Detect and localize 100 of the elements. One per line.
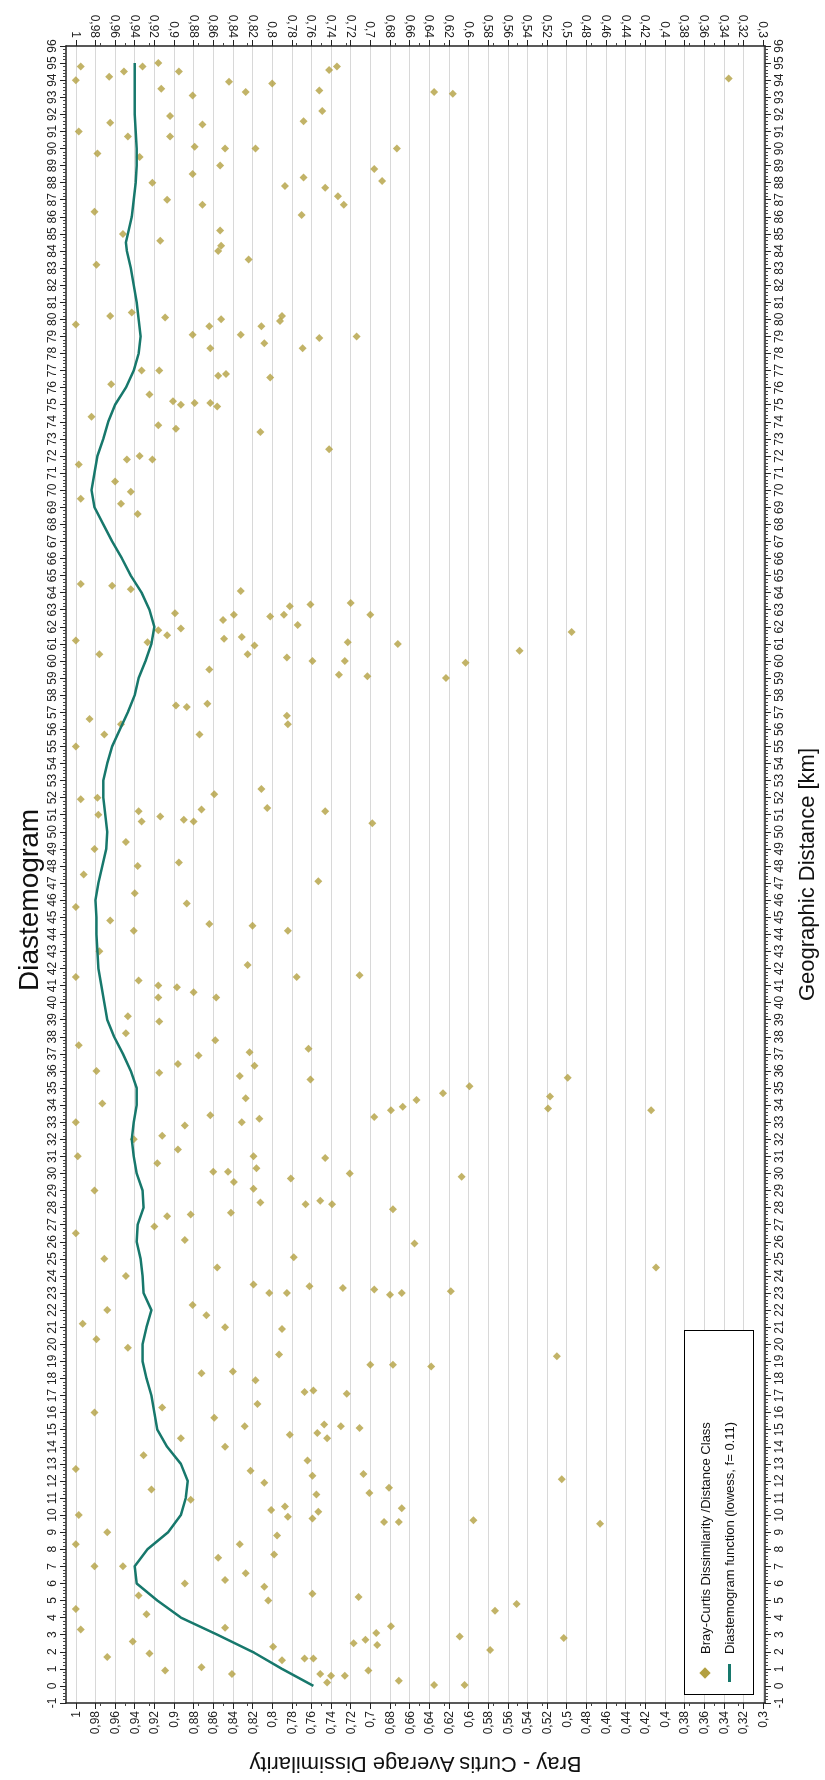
x2-tick-label: 0,3 [756, 21, 771, 39]
x-tick-label: 0,74 [324, 1710, 339, 1735]
y2-tick-label: 5 [772, 1596, 786, 1604]
y-tick-label: 92 [45, 107, 59, 122]
y-tick-label: 50 [45, 824, 59, 839]
y2-tick-label: 37 [772, 1046, 786, 1061]
y-tick-label: 14 [45, 1439, 59, 1454]
x2-tick-label: 0,66 [402, 14, 417, 39]
x2-tick-label: 0,58 [481, 14, 496, 39]
x-tick-label: 0,66 [402, 1710, 417, 1735]
y-tick-label: 23 [45, 1286, 59, 1300]
x-tick-label: 0,38 [677, 1710, 692, 1735]
y2-tick-label: 19 [772, 1354, 786, 1369]
x-tick-label: 0,8 [265, 1710, 280, 1728]
y-tick-label: 80 [45, 312, 59, 326]
y2-tick-label: 55 [772, 739, 786, 754]
y2-tick-label: 25 [772, 1251, 786, 1266]
y2-tick-label: 26 [772, 1234, 786, 1249]
y2-tick-label: 7 [772, 1562, 786, 1570]
y2-tick-label: 21 [772, 1320, 786, 1334]
x2-tick-label: 0,94 [127, 14, 142, 39]
y-tick-label: 34 [45, 1098, 59, 1112]
y-tick-label: 69 [45, 500, 59, 514]
y2-tick-label: 35 [772, 1081, 786, 1095]
x-tick-label: 0,46 [598, 1710, 613, 1735]
y-tick-label: 2 [45, 1648, 59, 1656]
x2-tick-label: 0,52 [540, 14, 555, 39]
y2-tick-label: 84 [772, 244, 786, 258]
y-tick-label: 32 [45, 1132, 59, 1146]
x-tick-label: 0,6 [461, 1710, 476, 1728]
x2-tick-label: 0,9 [166, 21, 181, 39]
x-tick-label: 0,34 [716, 1710, 731, 1735]
y2-tick-label: 10 [772, 1508, 786, 1522]
y2-tick-label: 85 [772, 226, 786, 241]
y-tick-label: 59 [45, 671, 59, 685]
y2-tick-label: 69 [772, 500, 786, 514]
y2-tick-label: 72 [772, 448, 786, 463]
y-tick-label: 22 [45, 1303, 59, 1317]
y2-tick-label: 81 [772, 295, 786, 309]
y-tick-label: 91 [45, 124, 59, 139]
y2-tick-label: 20 [772, 1337, 786, 1351]
x2-tick-label: 0,4 [657, 21, 672, 39]
y2-tick-label: 94 [772, 73, 786, 87]
x-tick-label: 0,94 [127, 1710, 142, 1735]
x2-tick-label: 0,86 [206, 14, 221, 39]
x2-tick-label: 0,8 [265, 21, 280, 39]
y2-tick-label: 95 [772, 56, 786, 70]
y2-tick-label: 38 [772, 1029, 786, 1044]
y-tick-label: 52 [45, 790, 59, 805]
y-tick-label: 15 [45, 1422, 59, 1437]
y2-tick-label: 32 [772, 1132, 786, 1146]
y2-tick-label: 14 [772, 1439, 786, 1454]
y-tick-label: 9 [45, 1528, 59, 1536]
y2-tick-label: 28 [772, 1200, 786, 1215]
x-tick-label: 0,82 [245, 1710, 260, 1735]
y2-tick-label: 71 [772, 466, 786, 480]
y-tick-label: 5 [45, 1596, 59, 1604]
y-tick-label: 56 [45, 722, 59, 736]
x-tick-label: 0,92 [147, 1710, 162, 1735]
y-tick-label: 65 [45, 568, 59, 583]
x2-tick-label: 0,72 [343, 14, 358, 39]
y2-tick-label: 92 [772, 107, 786, 122]
x-tick-label: 0,58 [481, 1710, 496, 1735]
x2-tick-label: 0,84 [225, 14, 240, 39]
y2-tick-label: 86 [772, 209, 786, 224]
y2-tick-label: 63 [772, 602, 786, 617]
x-tick-label: 0,56 [500, 1710, 515, 1735]
y2-tick-label: 16 [772, 1405, 786, 1420]
y2-tick-label: 56 [772, 722, 786, 736]
x2-tick-label: 0,54 [520, 14, 535, 39]
y-tick-label: 86 [45, 209, 59, 224]
y-tick-label: 60 [45, 653, 59, 668]
y2-tick-label: 36 [772, 1063, 786, 1078]
y2-tick-label: 39 [772, 1012, 786, 1027]
y2-tick-label: 75 [772, 397, 786, 412]
y-tick-label: 1 [45, 1665, 59, 1673]
x-tick-label: 0,48 [579, 1710, 594, 1735]
y-tick-label: 64 [45, 585, 59, 600]
y2-tick-label: 44 [772, 927, 786, 941]
y-tick-label: 17 [45, 1388, 59, 1403]
y-tick-label: 25 [45, 1251, 59, 1266]
y-tick-label: 71 [45, 466, 59, 480]
y2-tick-label: 0 [772, 1682, 786, 1690]
y-tick-label: 66 [45, 551, 59, 566]
y2-tick-label: 47 [772, 876, 786, 890]
y-tick-label: 82 [45, 278, 59, 292]
y-tick-label: 20 [45, 1337, 59, 1351]
y-tick-label: 33 [45, 1115, 59, 1129]
y2-tick-label: 96 [772, 39, 786, 53]
y2-axis-title: Geographic Distance [km] [793, 747, 819, 1002]
y-tick-label: 10 [45, 1508, 59, 1522]
y2-tick-label: 73 [772, 431, 786, 446]
y-tick-label: 75 [45, 397, 59, 412]
y2-tick-label: 89 [772, 158, 786, 173]
x-tick-label: 0,3 [756, 1710, 771, 1728]
x-tick-label: 0,84 [225, 1710, 240, 1735]
y-tick-label: 8 [45, 1545, 59, 1553]
y-tick-label: 51 [45, 807, 59, 822]
y2-tick-label: 93 [772, 90, 786, 104]
x-tick-label: 0,32 [736, 1710, 751, 1735]
